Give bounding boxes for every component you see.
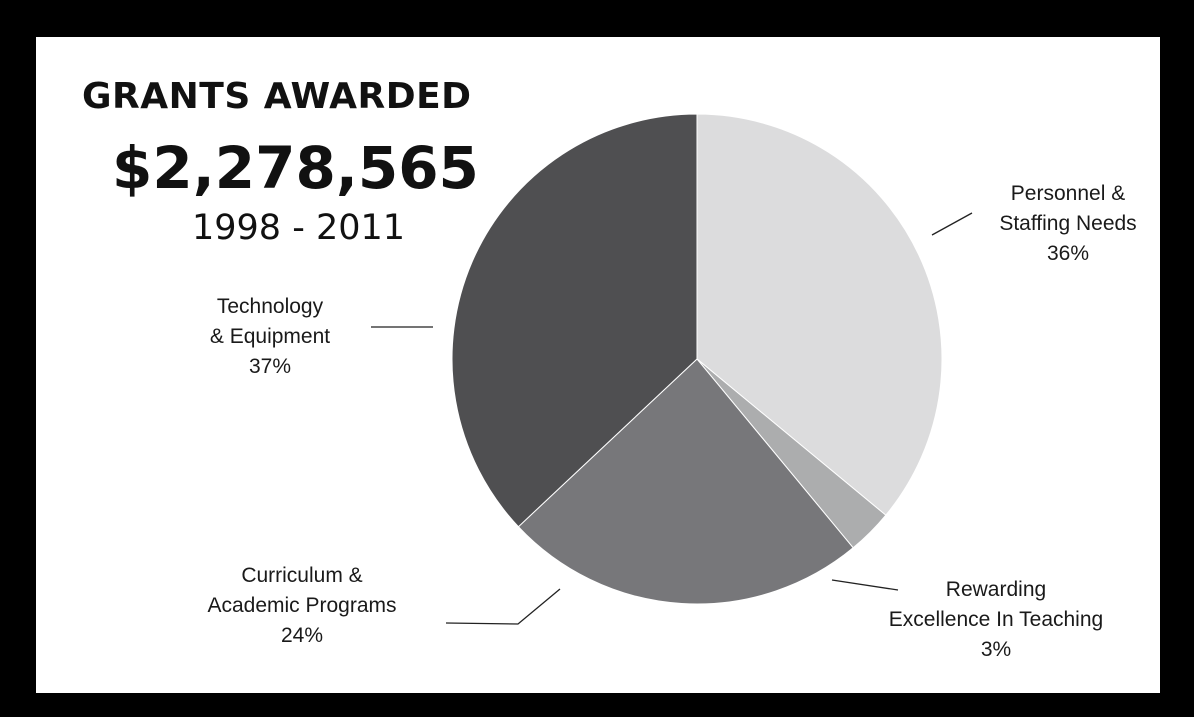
slice-name-label-1: Rewarding xyxy=(946,578,1046,601)
slice-name-label-3: Technology xyxy=(217,295,324,318)
leader-line-0 xyxy=(931,212,973,236)
pie-slice-3 xyxy=(451,113,698,528)
pie-slice-0 xyxy=(696,113,943,516)
slice-name-label-0: Staffing Needs xyxy=(999,212,1136,235)
chart-title: GRANTS AWARDED xyxy=(82,76,472,117)
slice-name-label-0: Personnel & xyxy=(1011,182,1125,205)
leader-lines xyxy=(371,212,973,625)
slice-percent-label-2: 24% xyxy=(281,624,323,647)
slice-percent-label-0: 36% xyxy=(1047,242,1089,265)
slice-name-label-2: Curriculum & xyxy=(241,564,362,587)
leader-line-2 xyxy=(445,588,561,625)
slice-percent-label-1: 3% xyxy=(981,638,1011,661)
slice-name-label-2: Academic Programs xyxy=(207,594,396,617)
total-amount: $2,278,565 xyxy=(112,134,479,202)
slice-labels: Personnel & Staffing Needs 36% Rewarding Exc… xyxy=(207,182,1136,661)
slice-percent-label-3: 37% xyxy=(249,355,291,378)
date-range: 1998 - 2011 xyxy=(192,208,406,248)
slice-name-label-3: & Equipment xyxy=(210,325,330,348)
leader-line-1 xyxy=(831,579,899,591)
pie-slice-2 xyxy=(517,358,854,605)
slice-name-label-1: Excellence In Teaching xyxy=(889,608,1103,631)
pie-slices xyxy=(451,113,943,605)
